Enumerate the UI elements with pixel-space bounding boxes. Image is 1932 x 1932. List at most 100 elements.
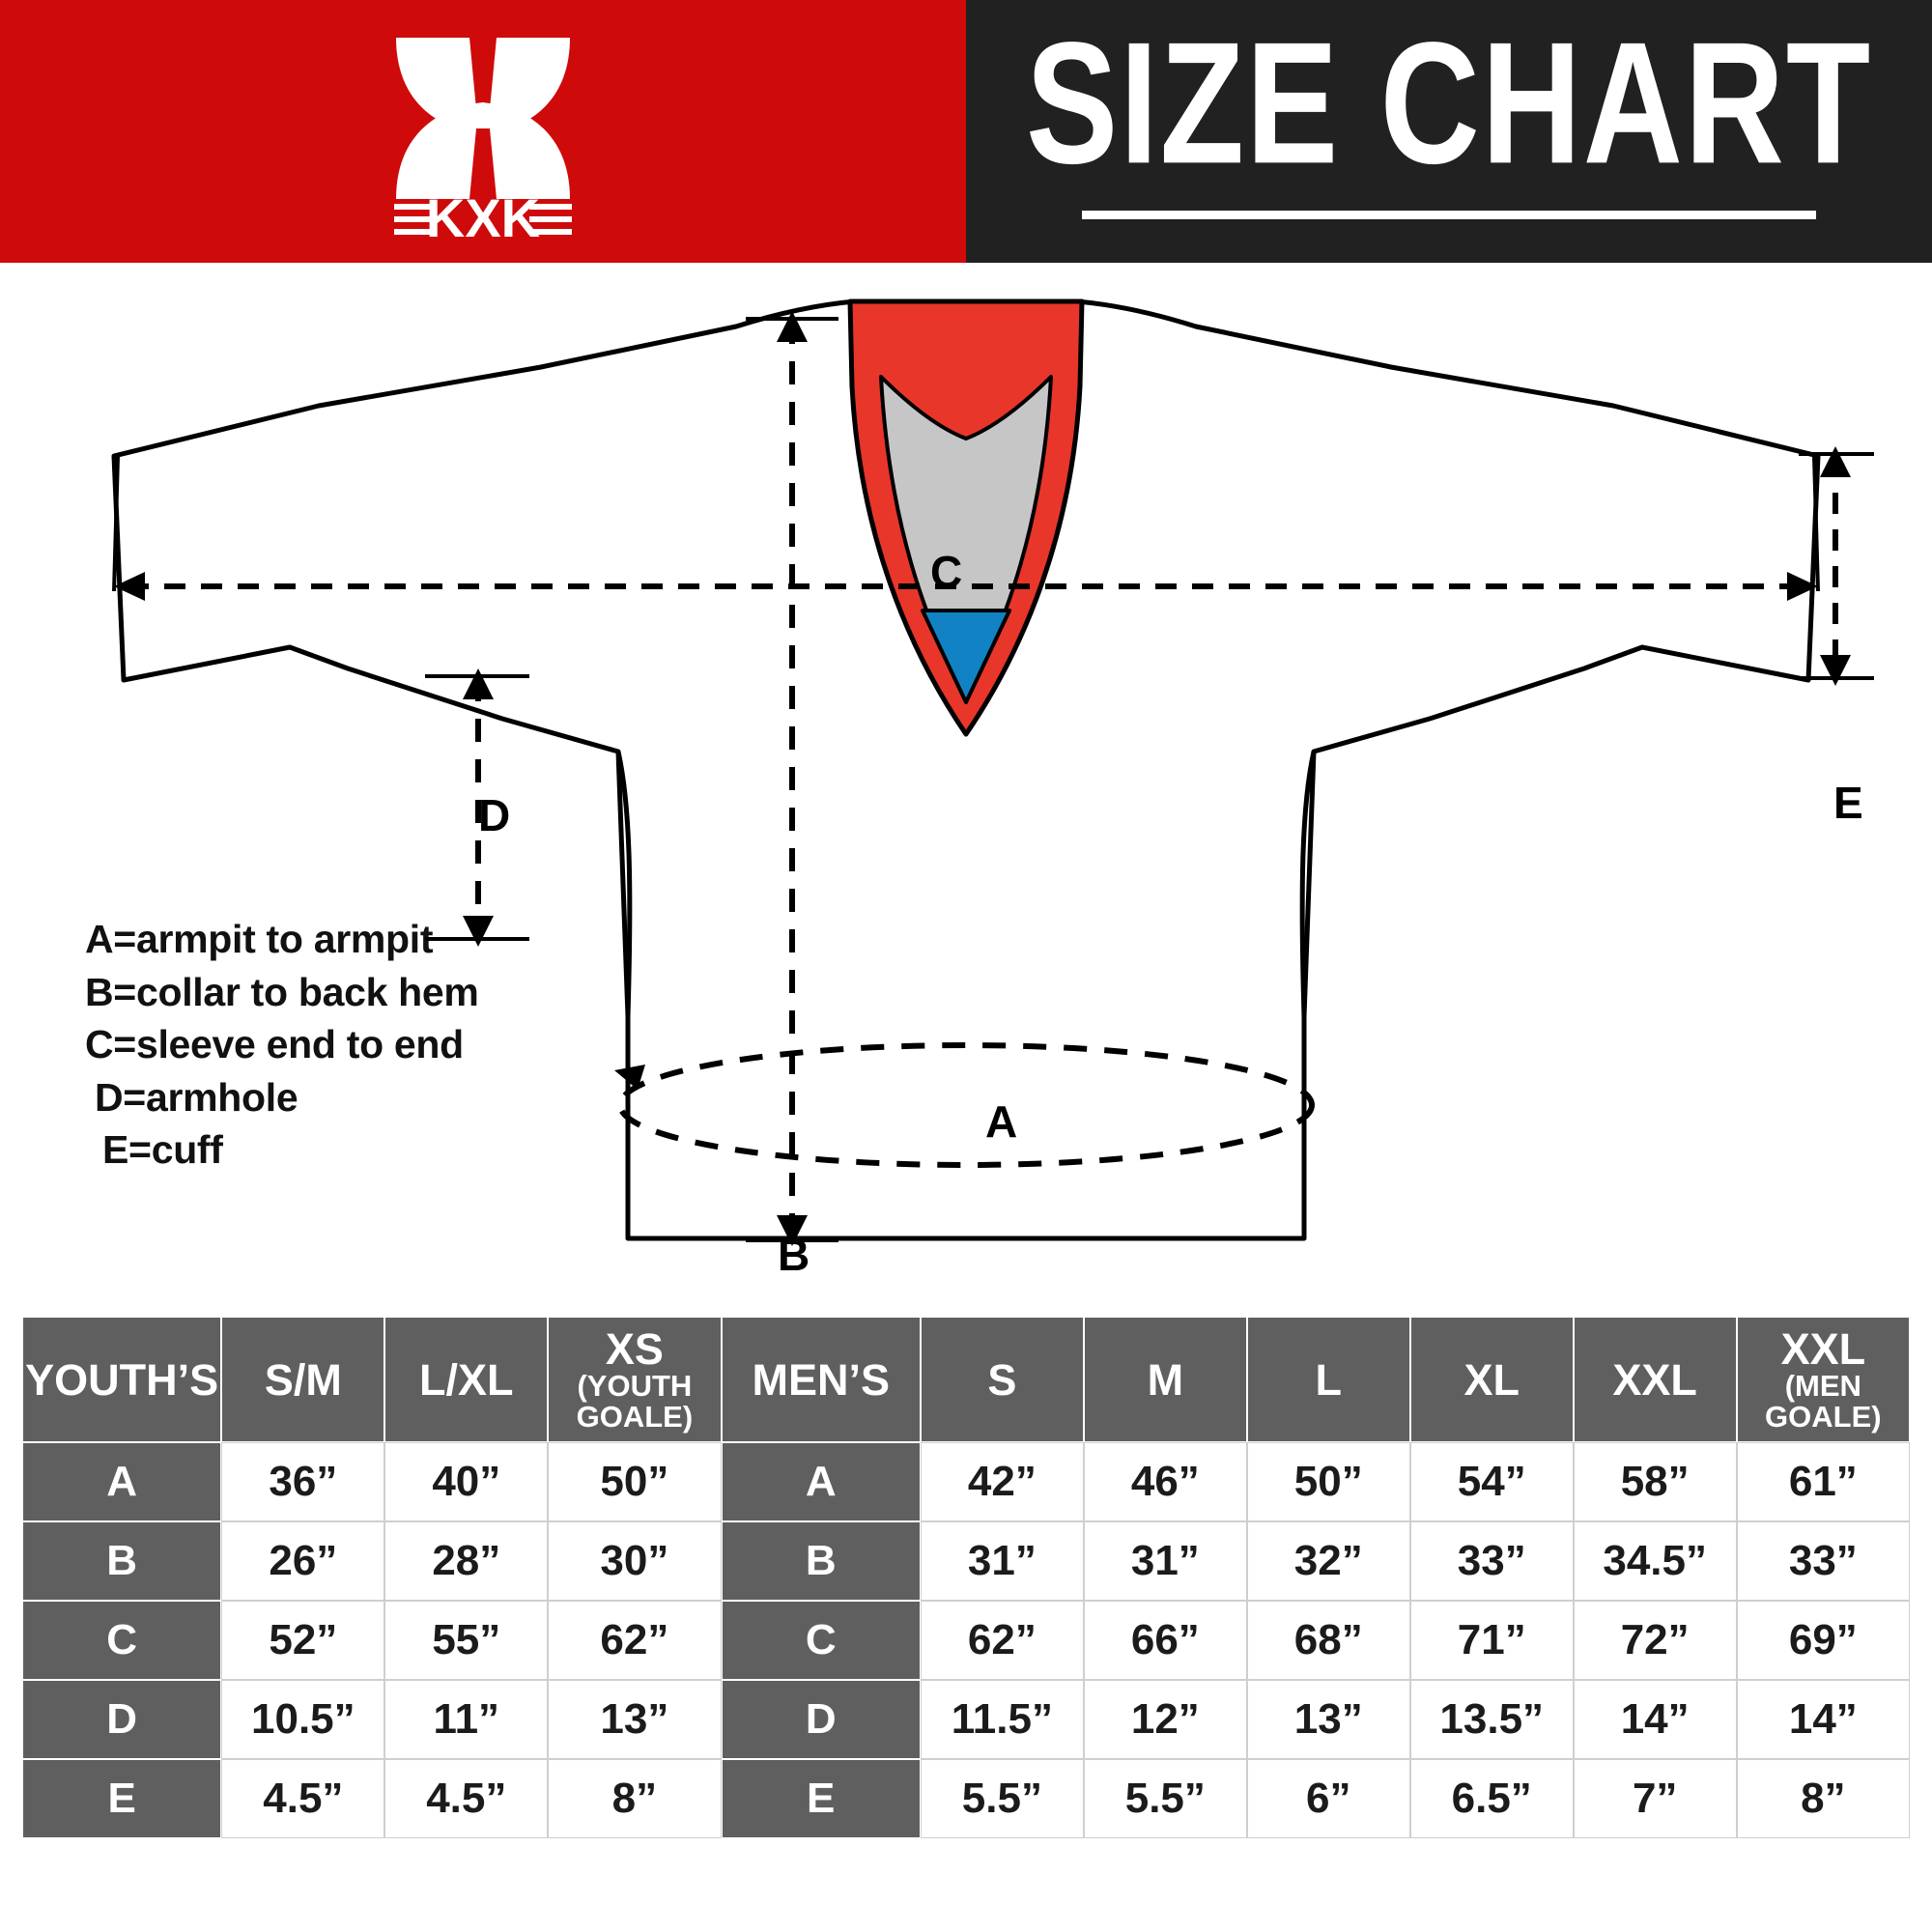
arrow-a-sweep — [614, 1065, 645, 1090]
dimension-label-e: E — [1833, 778, 1863, 828]
header-cell-xl: XL — [1408, 1316, 1575, 1443]
header-cell-l: L — [1245, 1316, 1411, 1443]
dimension-label-c: C — [930, 547, 963, 597]
legend-line-c: C=sleeve end to end — [85, 1022, 464, 1067]
size-table-container: YOUTH’S S/M L/XL XS (YOUTH GOALE) MEN’S — [20, 1316, 1912, 1839]
header-cell-sm: S/M — [220, 1316, 386, 1443]
header-cell-xs-youth-goale: XS (YOUTH GOALE) — [547, 1316, 723, 1443]
page-header: KXK SIZE CHART — [0, 0, 1932, 263]
cell-e-men-xxl-goale: 8” — [1735, 1758, 1912, 1839]
cell-c-youth-lxl: 55” — [384, 1600, 550, 1681]
row-key-d-men: D — [720, 1679, 922, 1760]
row-key-d-youth: D — [20, 1679, 223, 1760]
cell-b-men-xxl-goale: 33” — [1735, 1520, 1912, 1602]
kxk-wordmark: KXK — [426, 187, 540, 242]
cell-b-men-xxl: 34.5” — [1572, 1520, 1738, 1602]
legend-line-b: B=collar to back hem — [85, 969, 479, 1014]
cell-e-youth-sm: 4.5” — [220, 1758, 386, 1839]
table-row: A 36” 40” 50” A 42” 46” 50” 54” 58” 61” — [20, 1441, 1912, 1522]
size-table-body: YOUTH’S S/M L/XL XS (YOUTH GOALE) MEN’S — [20, 1316, 1912, 1839]
cell-a-youth-sm: 36” — [220, 1441, 386, 1522]
table-header-row: YOUTH’S S/M L/XL XS (YOUTH GOALE) MEN’S — [20, 1316, 1912, 1443]
table-row: C 52” 55” 62” C 62” 66” 68” 71” 72” 69” — [20, 1600, 1912, 1681]
jersey-outline-shape — [111, 298, 1821, 1241]
arrow-d-bottom — [463, 916, 494, 947]
cell-b-youth-xs: 30” — [547, 1520, 723, 1602]
header-cell-m: M — [1082, 1316, 1248, 1443]
row-key-a-men: A — [720, 1441, 922, 1522]
collar-accent-shape — [921, 609, 1011, 704]
row-key-c-men: C — [720, 1600, 922, 1681]
cell-e-youth-xs: 8” — [547, 1758, 723, 1839]
arrow-b-top — [777, 311, 808, 342]
row-key-b-men: B — [720, 1520, 922, 1602]
cell-c-youth-sm: 52” — [220, 1600, 386, 1681]
row-key-e-men: E — [720, 1758, 922, 1839]
header-cell-xxl-men-goale: XXL (MEN GOALE) — [1735, 1316, 1912, 1443]
arrow-d-top — [463, 668, 494, 699]
cell-d-men-xxl: 14” — [1572, 1679, 1738, 1760]
cell-a-men-s: 42” — [919, 1441, 1085, 1522]
cell-d-men-xxl-goale: 14” — [1735, 1679, 1912, 1760]
cell-b-men-xl: 33” — [1408, 1520, 1575, 1602]
title-panel: SIZE CHART — [966, 0, 1932, 263]
collar-inner-shape — [879, 375, 1053, 701]
size-table: YOUTH’S S/M L/XL XS (YOUTH GOALE) MEN’S — [20, 1316, 1912, 1839]
cell-b-men-m: 31” — [1082, 1520, 1248, 1602]
table-row: B 26” 28” 30” B 31” 31” 32” 33” 34.5” 33… — [20, 1520, 1912, 1602]
dimension-ellipse-a — [614, 1042, 1315, 1168]
kxk-logo-icon: KXK — [280, 20, 686, 248]
cell-e-men-xxl: 7” — [1572, 1758, 1738, 1839]
cell-e-men-s: 5.5” — [919, 1758, 1085, 1839]
jersey-diagram: C D E A B — [0, 263, 1932, 1294]
legend-line-d: D=armhole — [95, 1074, 298, 1120]
row-key-e-youth: E — [20, 1758, 223, 1839]
row-key-a-youth: A — [20, 1441, 223, 1522]
dimension-label-d: D — [478, 790, 511, 840]
legend-line-e: E=cuff — [102, 1127, 223, 1173]
row-key-c-youth: C — [20, 1600, 223, 1681]
dimension-label-a: A — [985, 1096, 1018, 1147]
arrow-e-bottom — [1820, 655, 1851, 686]
cell-c-men-xxl: 72” — [1572, 1600, 1738, 1681]
cell-a-men-l: 50” — [1245, 1441, 1411, 1522]
cell-a-youth-lxl: 40” — [384, 1441, 550, 1522]
cell-c-youth-xs: 62” — [547, 1600, 723, 1681]
cell-b-youth-lxl: 28” — [384, 1520, 550, 1602]
table-row: E 4.5” 4.5” 8” E 5.5” 5.5” 6” 6.5” 7” 8” — [20, 1758, 1912, 1839]
arrow-e-top — [1820, 446, 1851, 477]
brand-panel: KXK — [0, 0, 966, 263]
cell-c-men-m: 66” — [1082, 1600, 1248, 1681]
cell-e-men-l: 6” — [1245, 1758, 1411, 1839]
arrow-b-bottom — [777, 1215, 808, 1246]
cell-d-men-l: 13” — [1245, 1679, 1411, 1760]
page-title: SIZE CHART — [1025, 6, 1873, 201]
cell-a-youth-xs: 50” — [547, 1441, 723, 1522]
cell-b-men-l: 32” — [1245, 1520, 1411, 1602]
dimension-label-b: B — [778, 1230, 810, 1280]
header-cell-lxl: L/XL — [384, 1316, 550, 1443]
cell-d-men-s: 11.5” — [919, 1679, 1085, 1760]
cell-a-men-xxl: 58” — [1572, 1441, 1738, 1522]
cell-b-men-s: 31” — [919, 1520, 1085, 1602]
cell-e-men-m: 5.5” — [1082, 1758, 1248, 1839]
header-cell-xxl: XXL — [1572, 1316, 1738, 1443]
cell-a-men-m: 46” — [1082, 1441, 1248, 1522]
header-cell-youths: YOUTH’S — [20, 1316, 223, 1443]
header-cell-mens: MEN’S — [720, 1316, 922, 1443]
cell-c-men-l: 68” — [1245, 1600, 1411, 1681]
cell-d-men-xl: 13.5” — [1408, 1679, 1575, 1760]
cell-d-youth-lxl: 11” — [384, 1679, 550, 1760]
arrow-c-left — [114, 572, 145, 601]
legend-line-a: A=armpit to armpit — [85, 917, 434, 961]
cell-c-men-xl: 71” — [1408, 1600, 1575, 1681]
table-row: D 10.5” 11” 13” D 11.5” 12” 13” 13.5” 14… — [20, 1679, 1912, 1760]
cell-c-men-xxl-goale: 69” — [1735, 1600, 1912, 1681]
cell-a-men-xl: 54” — [1408, 1441, 1575, 1522]
cell-e-youth-lxl: 4.5” — [384, 1758, 550, 1839]
arrow-c-right — [1787, 572, 1818, 601]
cell-a-men-xxl-goale: 61” — [1735, 1441, 1912, 1522]
cell-e-men-xl: 6.5” — [1408, 1758, 1575, 1839]
row-key-b-youth: B — [20, 1520, 223, 1602]
